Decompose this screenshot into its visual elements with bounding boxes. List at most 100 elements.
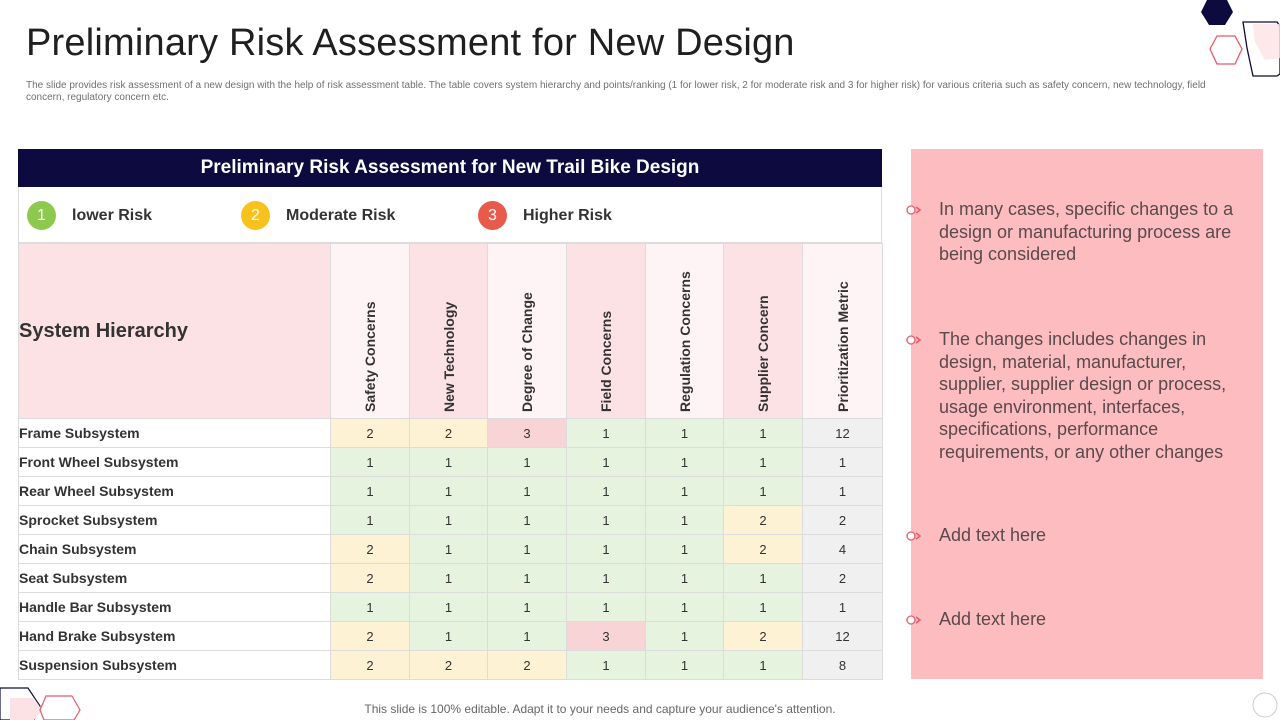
table-cell: 1 [330,592,410,622]
footer-text: This slide is 100% editable. Adapt it to… [364,702,836,716]
table-cell: 1 [409,476,488,506]
column-label: Field Concerns [598,310,614,412]
table-cell: 1 [566,563,646,593]
hexagon-decoration-bottom-left [0,687,81,720]
table-cell: 2 [723,534,803,564]
circle-arrow-icon [906,615,922,625]
table-cell: 1 [645,621,724,651]
risk-table: System Hierarchy Safety Concerns New Tec… [18,243,883,680]
table-row: Suspension Subsystem 2 2 2 1 1 1 8 [18,650,883,680]
circle-arrow-icon [906,205,922,215]
column-label: Degree of Change [519,292,535,412]
legend-dot-moderate: 2 [241,201,270,230]
legend-label-lower: lower Risk [72,206,153,224]
legend-label-higher: Higher Risk [523,206,612,224]
subsystem-name: Chain Subsystem [18,534,331,564]
table-cell: 2 [487,650,567,680]
table-cell: 1 [566,476,646,506]
table-cell: 1 [723,563,803,593]
table-cell: 1 [487,534,567,564]
note-item: Add text here [906,608,1249,631]
table-cell: 2 [330,534,410,564]
table-cell: 1 [487,476,567,506]
table-row: Front Wheel Subsystem 1 1 1 1 1 1 1 [18,447,883,477]
table-cell: 2 [723,621,803,651]
table-cell: 1 [723,650,803,680]
table-cell: 1 [645,563,724,593]
table-cell: 1 [487,621,567,651]
table-cell: 1 [566,447,646,477]
hexagon-decoration-top-right [1201,0,1280,77]
table-cell: 1 [723,476,803,506]
table-cell: 1 [645,592,724,622]
table-cell: 1 [645,447,724,477]
table-row: Seat Subsystem 2 1 1 1 1 1 2 [18,563,883,593]
table-cell: 1 [645,476,724,506]
page-title: Preliminary Risk Assessment for New Desi… [26,22,795,64]
subsystem-name: Seat Subsystem [18,563,331,593]
column-label: New Technology [440,301,457,412]
legend-dot-lower: 1 [27,201,56,230]
column-label: Prioritization Metric [834,281,851,412]
subsystem-name: Front Wheel Subsystem [18,447,331,477]
column-label: Safety Concerns [362,301,378,412]
table-row: Hand Brake Subsystem 2 1 1 3 1 2 12 [18,621,883,651]
table-cell: 1 [802,447,883,477]
table-cell: 1 [409,505,488,535]
table-cell: 3 [487,418,567,448]
legend-item-moderate: 2 Moderate Risk [241,201,395,230]
column-header: Field Concerns [566,243,646,419]
table-header-row: System Hierarchy Safety Concerns New Tec… [18,243,883,419]
table-cell: 1 [723,592,803,622]
subsystem-name: Frame Subsystem [18,418,331,448]
footer-note: This slide is 100% editable. Adapt it to… [0,702,1280,716]
circle-arrow-icon [906,531,922,541]
table-cell: 4 [802,534,883,564]
table-cell: 2 [330,563,410,593]
risk-assessment-table: Preliminary Risk Assessment for New Trai… [18,149,883,680]
table-row: Frame Subsystem 2 2 3 1 1 1 12 [18,418,883,448]
table-cell: 2 [409,650,488,680]
table-cell: 12 [802,418,883,448]
legend-item-higher: 3 Higher Risk [478,201,612,230]
page-subtitle: The slide provides risk assessment of a … [26,80,1206,103]
table-row: Chain Subsystem 2 1 1 1 1 2 4 [18,534,883,564]
table-cell: 1 [566,592,646,622]
column-header: Safety Concerns [330,243,410,419]
table-cell: 1 [566,505,646,535]
table-cell: 1 [645,534,724,564]
table-cell: 1 [330,447,410,477]
legend-item-lower: 1 lower Risk [27,201,152,230]
subsystem-name: Hand Brake Subsystem [18,621,331,651]
subsystem-name: Sprocket Subsystem [18,505,331,535]
subsystem-name: Handle Bar Subsystem [18,592,331,622]
column-label: Regulation Concerns [676,271,693,412]
note-text: Add text here [939,525,1047,545]
table-cell: 1 [802,592,883,622]
table-cell: 1 [566,418,646,448]
subsystem-name: Rear Wheel Subsystem [18,476,331,506]
table-cell: 1 [409,621,488,651]
table-cell: 1 [723,447,803,477]
column-label: Supplier Concern [755,295,771,412]
note-text: In many cases, specific changes to a des… [939,199,1234,264]
table-row: Sprocket Subsystem 1 1 1 1 1 2 2 [18,505,883,535]
table-row: Handle Bar Subsystem 1 1 1 1 1 1 1 [18,592,883,622]
circle-decoration-bottom-right [1252,692,1278,718]
table-cell: 1 [409,563,488,593]
column-header: Degree of Change [487,243,567,419]
table-cell: 2 [723,505,803,535]
table-cell: 2 [330,650,410,680]
table-cell: 1 [645,505,724,535]
note-text: The changes includes changes in design, … [939,329,1227,462]
table-cell: 2 [802,563,883,593]
table-cell: 1 [487,505,567,535]
subsystem-name: Suspension Subsystem [18,650,331,680]
table-cell: 1 [487,447,567,477]
notes-panel: In many cases, specific changes to a des… [906,149,1263,679]
note-item: Add text here [906,524,1249,547]
legend-dot-higher: 3 [478,201,507,230]
column-header: Supplier Concern [723,243,803,419]
table-cell: 1 [645,418,724,448]
legend-label-moderate: Moderate Risk [286,206,396,224]
